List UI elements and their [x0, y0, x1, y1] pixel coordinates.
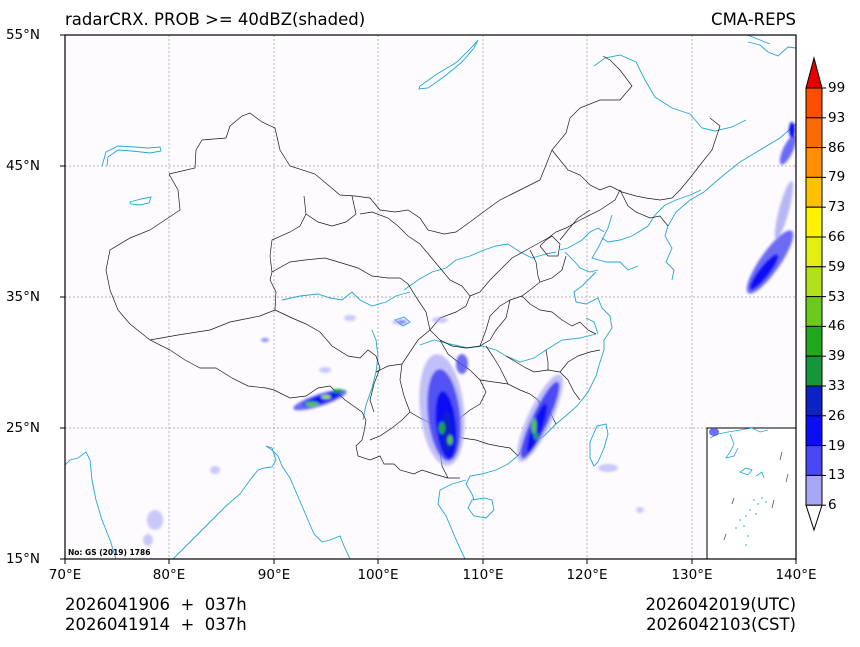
colorbar-label-19: 19 [828, 437, 846, 454]
chart-title: radarCRX. PROB >= 40dBZ(shaded) [65, 10, 366, 29]
valid-time-utc: 2026042019(UTC) [645, 595, 796, 614]
colorbar-label-6: 6 [828, 497, 837, 514]
colorbar-label-73: 73 [828, 199, 846, 216]
probability-shading [143, 122, 796, 546]
x-tick-110e: 110°E [462, 567, 504, 583]
y-tick-45n: 45°N [5, 158, 40, 174]
y-tick-55n: 55°N [5, 27, 40, 43]
x-tick-70e: 70°E [48, 567, 82, 583]
colorbar-label-66: 66 [828, 229, 846, 245]
x-tick-120e: 120°E [566, 567, 608, 583]
tick-marks [60, 34, 797, 564]
colorbar-ticks [822, 87, 826, 506]
colorbar-label-26: 26 [828, 407, 846, 424]
x-tick-90e: 90°E [257, 567, 291, 583]
valid-time-cst: 2026042103(CST) [646, 615, 796, 634]
x-tick-140e: 140°E [775, 567, 817, 583]
colorbar-label-93: 93 [828, 109, 846, 126]
map-approval-number: No: GS (2019) 1786 [68, 548, 151, 557]
colorbar-label-53: 53 [828, 288, 846, 305]
colorbar-label-13: 13 [828, 467, 846, 484]
x-tick-80e: 80°E [152, 567, 186, 583]
colorbar-label-59: 59 [828, 258, 846, 275]
colorbar-label-46: 46 [828, 318, 846, 335]
colorbar-label-33: 33 [828, 378, 846, 394]
y-tick-15n: 15°N [5, 551, 40, 567]
colorbar-label-79: 79 [828, 169, 846, 186]
init-time-utc: 2026041906 + 037h [65, 595, 247, 614]
model-name: CMA-REPS [711, 10, 796, 29]
colorbar-label-99: 99 [828, 80, 846, 96]
colorbar-label-86: 86 [828, 139, 846, 156]
coastlines [65, 35, 796, 559]
colorbar [805, 56, 823, 532]
south-china-sea-inset [706, 427, 796, 559]
x-tick-130e: 130°E [671, 567, 713, 583]
y-tick-35n: 35°N [5, 289, 40, 305]
y-tick-25n: 25°N [5, 420, 40, 436]
x-tick-100e: 100°E [357, 567, 399, 583]
colorbar-label-39: 39 [828, 348, 846, 365]
init-time-cst: 2026041914 + 037h [65, 615, 247, 634]
